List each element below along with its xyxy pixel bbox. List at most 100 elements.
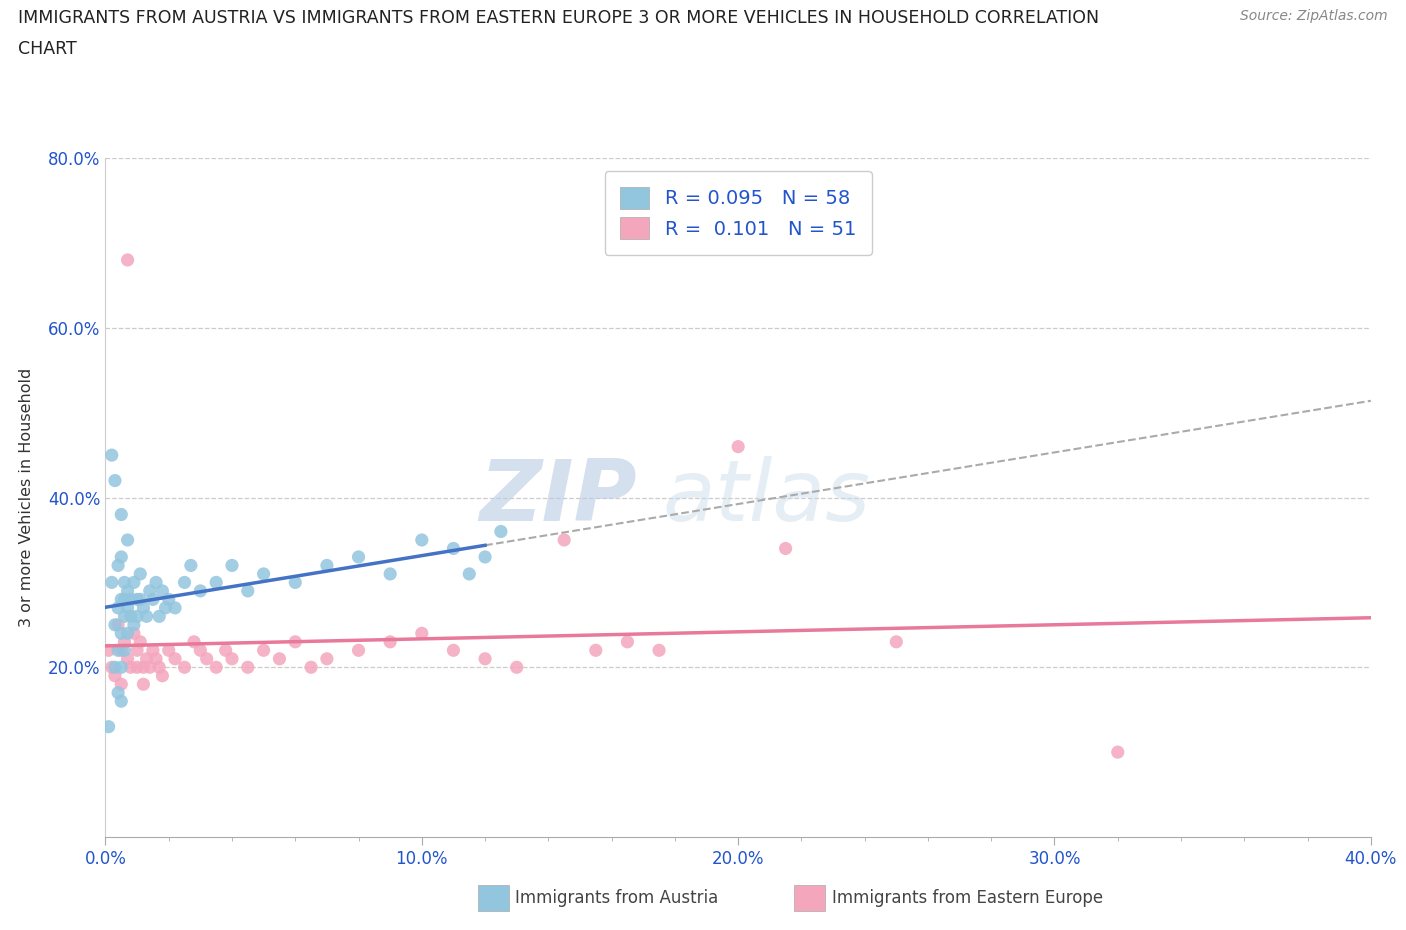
Point (135, 651, 157, 666)
Point (135, 609, 157, 624)
Point (129, 592, 152, 607)
Point (315, 651, 337, 666)
Point (378, 566, 402, 581)
Point (145, 651, 167, 666)
Point (214, 643, 236, 658)
Point (104, 660, 127, 675)
Point (299, 660, 322, 675)
Point (253, 643, 276, 658)
Point (122, 626, 145, 641)
Point (441, 643, 464, 658)
Point (315, 558, 337, 573)
Point (97, 719, 120, 734)
Point (148, 660, 170, 675)
Point (129, 634, 152, 649)
Point (142, 643, 165, 658)
Point (107, 558, 129, 573)
Point (163, 651, 186, 666)
Legend: R = 0.095   N = 58, R =  0.101   N = 51: R = 0.095 N = 58, R = 0.101 N = 51 (605, 171, 872, 255)
Point (117, 651, 139, 666)
Point (110, 550, 132, 565)
Point (117, 583, 139, 598)
Point (132, 601, 155, 616)
Point (205, 575, 228, 590)
Point (411, 533, 433, 548)
Point (120, 609, 142, 624)
Point (188, 643, 211, 658)
Point (284, 634, 307, 649)
Point (411, 626, 433, 641)
Point (157, 643, 180, 658)
Point (122, 575, 145, 590)
Point (107, 685, 129, 700)
Point (236, 660, 259, 675)
Point (132, 677, 155, 692)
Point (110, 643, 132, 658)
Point (284, 575, 307, 590)
Point (110, 677, 132, 692)
Point (138, 660, 162, 675)
Text: Source: ZipAtlas.com: Source: ZipAtlas.com (1240, 9, 1388, 23)
Point (148, 609, 170, 624)
Point (180, 558, 202, 573)
Point (114, 575, 135, 590)
Point (114, 592, 135, 607)
Point (107, 643, 129, 658)
Point (163, 601, 186, 616)
Point (188, 583, 211, 598)
Point (155, 601, 177, 616)
Point (474, 651, 496, 666)
Point (110, 694, 132, 709)
Point (138, 583, 162, 598)
Point (127, 660, 149, 675)
Point (145, 575, 167, 590)
Point (117, 626, 139, 641)
Text: IMMIGRANTS FROM AUSTRIA VS IMMIGRANTS FROM EASTERN EUROPE 3 OR MORE VEHICLES IN : IMMIGRANTS FROM AUSTRIA VS IMMIGRANTS FR… (18, 9, 1099, 27)
Point (1107, 745, 1129, 760)
Point (727, 439, 749, 454)
Text: Immigrants from Austria: Immigrants from Austria (515, 889, 718, 908)
Point (553, 533, 575, 548)
Point (585, 643, 607, 658)
Point (221, 651, 243, 666)
Point (616, 634, 638, 649)
Point (104, 669, 127, 684)
Point (120, 592, 142, 607)
Point (117, 601, 139, 616)
Point (110, 592, 132, 607)
Point (117, 252, 139, 268)
Point (221, 558, 243, 573)
Point (117, 533, 139, 548)
Point (648, 643, 671, 658)
Point (127, 592, 149, 607)
Point (114, 634, 135, 649)
Point (183, 634, 205, 649)
Text: Immigrants from Eastern Europe: Immigrants from Eastern Europe (832, 889, 1104, 908)
Point (458, 566, 481, 581)
Y-axis label: 3 or more Vehicles in Household: 3 or more Vehicles in Household (20, 368, 34, 627)
Point (122, 618, 145, 632)
Point (489, 525, 512, 539)
Point (378, 634, 402, 649)
Point (173, 660, 195, 675)
Point (506, 660, 529, 675)
Point (120, 660, 142, 675)
Point (347, 550, 370, 565)
Text: atlas: atlas (662, 456, 870, 539)
Text: CHART: CHART (18, 40, 77, 58)
Point (97, 643, 120, 658)
Point (173, 575, 195, 590)
Point (101, 575, 124, 590)
Point (104, 473, 127, 488)
Point (114, 643, 135, 658)
Text: ZIP: ZIP (479, 456, 637, 539)
Point (110, 660, 132, 675)
Point (127, 609, 149, 624)
Point (110, 507, 132, 522)
Point (142, 592, 165, 607)
Point (107, 601, 129, 616)
Point (114, 609, 135, 624)
Point (127, 643, 149, 658)
Point (474, 550, 496, 565)
Point (157, 592, 180, 607)
